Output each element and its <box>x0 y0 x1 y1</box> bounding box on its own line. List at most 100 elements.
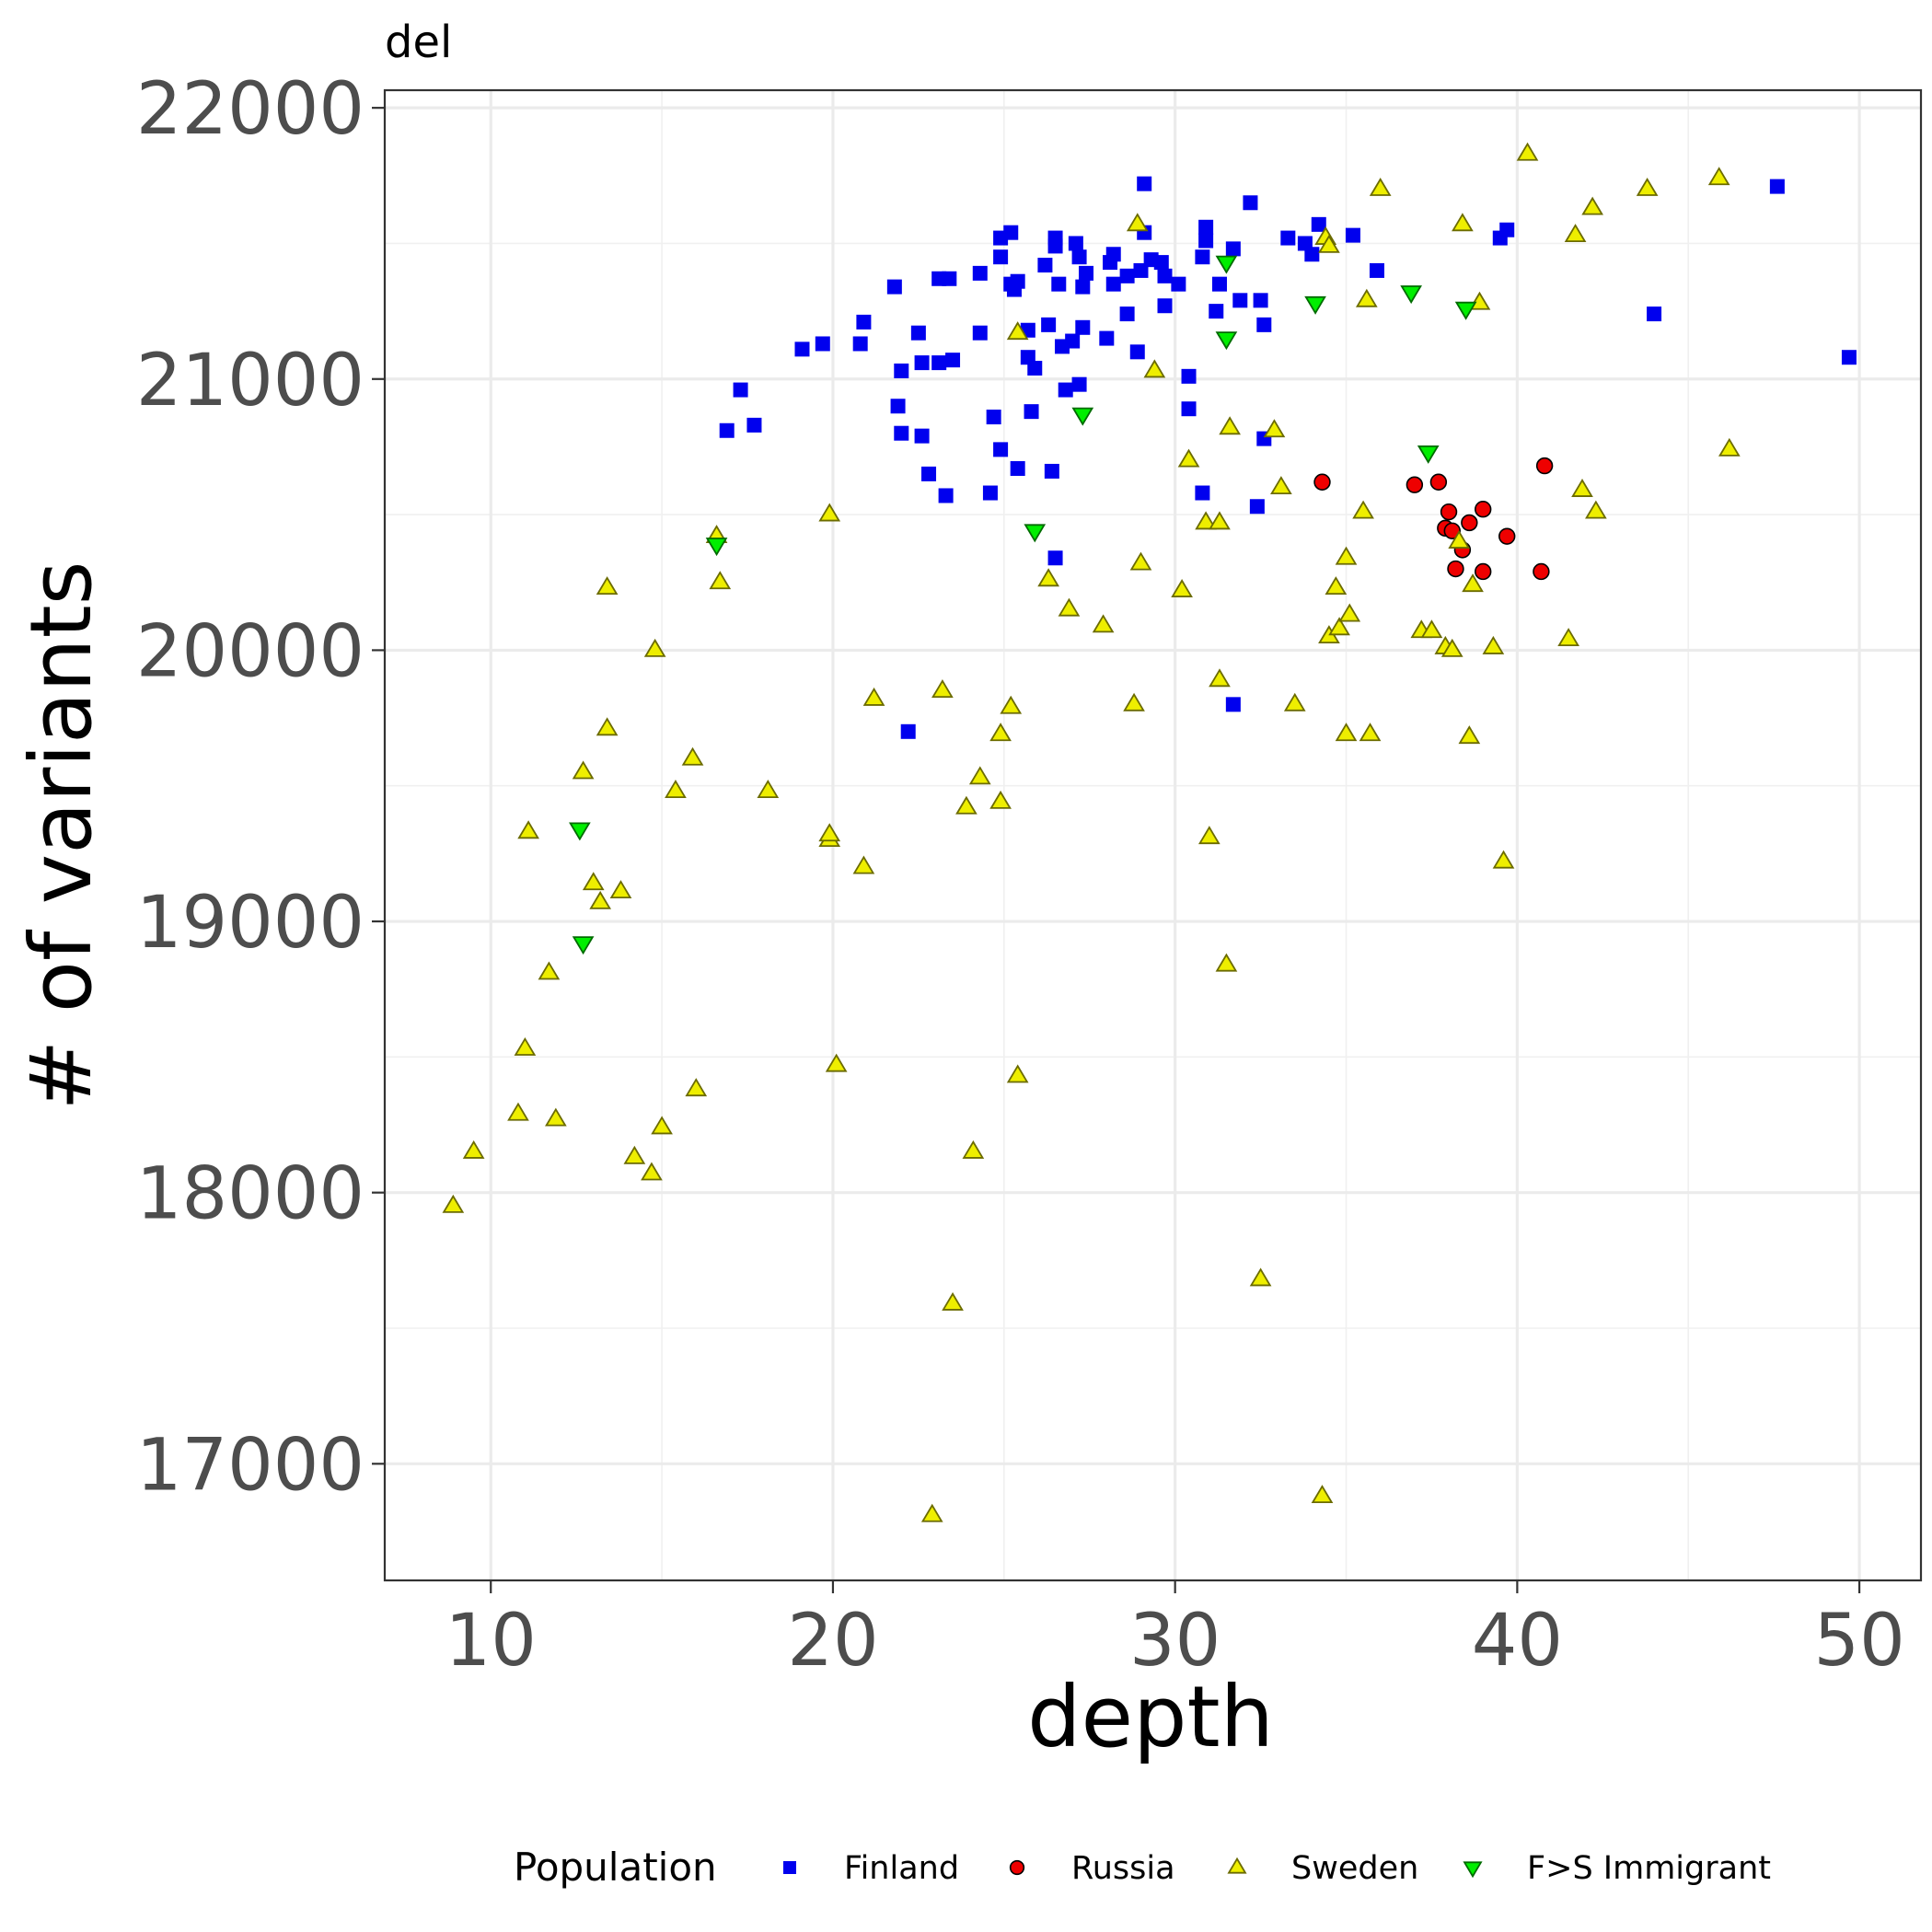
data-point <box>1313 473 1331 491</box>
data-point <box>1058 597 1081 617</box>
data-point <box>1105 247 1121 262</box>
data-point <box>1311 216 1326 232</box>
data-point <box>1071 376 1087 392</box>
data-point <box>900 723 916 739</box>
data-point <box>1448 529 1471 549</box>
data-point <box>1092 614 1115 633</box>
legend-label: F>S Immigrant <box>1527 1850 1771 1887</box>
data-point <box>1024 404 1039 420</box>
data-point <box>1249 1267 1272 1287</box>
data-point <box>719 422 735 438</box>
data-point <box>794 341 810 357</box>
data-point <box>1338 603 1361 622</box>
data-point <box>1075 319 1091 335</box>
data-point <box>596 717 619 736</box>
data-point <box>1215 255 1238 274</box>
data-point <box>1010 273 1025 289</box>
data-point <box>1209 668 1231 688</box>
data-point <box>1099 330 1115 346</box>
data-point <box>856 314 872 330</box>
data-point <box>825 1053 848 1072</box>
data-point <box>1249 499 1265 515</box>
data-point <box>815 336 830 352</box>
data-point <box>1181 368 1197 384</box>
data-point <box>1010 461 1025 477</box>
data-point <box>1003 225 1019 240</box>
legend-label: Russia <box>1071 1850 1175 1887</box>
data-point <box>1311 1485 1334 1504</box>
data-point <box>514 1036 537 1056</box>
data-point <box>596 576 619 596</box>
data-point <box>1157 298 1173 314</box>
data-point <box>1071 407 1094 426</box>
data-point <box>1225 697 1241 712</box>
legend-key <box>783 1861 796 1874</box>
data-point <box>1335 546 1358 565</box>
data-point <box>709 571 732 590</box>
x-tick-label: 10 <box>445 1600 537 1683</box>
legend-label: Sweden <box>1291 1850 1418 1887</box>
data-point <box>681 746 704 766</box>
legend-item: Sweden <box>1227 1850 1418 1887</box>
data-point <box>1318 234 1340 253</box>
data-point <box>993 249 1009 265</box>
data-point <box>462 1140 485 1159</box>
series-finland <box>719 176 1857 739</box>
data-point <box>1243 195 1258 211</box>
data-point <box>1498 527 1516 545</box>
data-point <box>1492 850 1515 869</box>
data-point <box>1181 401 1197 417</box>
data-point <box>1304 295 1326 315</box>
data-point <box>1429 473 1448 491</box>
data-point <box>1564 224 1587 243</box>
data-point <box>746 417 762 433</box>
data-point <box>1359 723 1382 742</box>
data-point <box>1417 445 1440 464</box>
data-point <box>1475 562 1492 581</box>
data-points <box>442 142 1857 1522</box>
x-tick-label: 30 <box>1129 1600 1221 1683</box>
data-point <box>1129 344 1145 360</box>
data-point <box>1037 258 1053 273</box>
data-point <box>507 1102 529 1121</box>
data-point <box>1647 307 1662 322</box>
data-point <box>862 687 885 706</box>
data-point <box>1129 551 1152 571</box>
data-point <box>955 795 978 815</box>
data-point <box>1198 219 1214 235</box>
data-point <box>818 823 841 842</box>
x-axis-ticks: 10 20 30 40 50 <box>445 1580 1905 1683</box>
data-point <box>545 1107 567 1127</box>
data-point <box>962 1140 985 1159</box>
data-point <box>890 399 906 414</box>
data-point <box>1328 617 1350 636</box>
data-point <box>1571 479 1593 497</box>
data-point <box>1197 826 1221 845</box>
data-point <box>1283 692 1306 711</box>
data-point <box>1447 560 1464 578</box>
data-point <box>1581 196 1603 215</box>
data-point <box>1707 167 1730 186</box>
data-point <box>968 766 991 785</box>
data-point <box>1157 268 1173 283</box>
data-point <box>1105 276 1121 292</box>
data-point <box>910 325 926 341</box>
data-point <box>572 936 595 955</box>
legend-item: F>S Immigrant <box>1463 1850 1771 1887</box>
data-point <box>1126 213 1149 232</box>
legend: Population Finland Russia Sweden F>S Immigr… <box>514 1845 1771 1890</box>
data-point <box>938 488 954 503</box>
legend-key <box>1463 1861 1483 1879</box>
data-point <box>1769 179 1785 194</box>
data-point <box>818 503 841 522</box>
data-point <box>1065 333 1081 349</box>
x-tick-label: 50 <box>1813 1600 1904 1683</box>
data-point <box>1198 233 1214 249</box>
data-point <box>1475 501 1492 518</box>
data-point <box>1406 476 1424 493</box>
data-point <box>945 353 961 368</box>
major-gridlines <box>385 90 1921 1580</box>
data-point <box>623 1145 646 1164</box>
y-tick-label: 19000 <box>136 882 364 965</box>
